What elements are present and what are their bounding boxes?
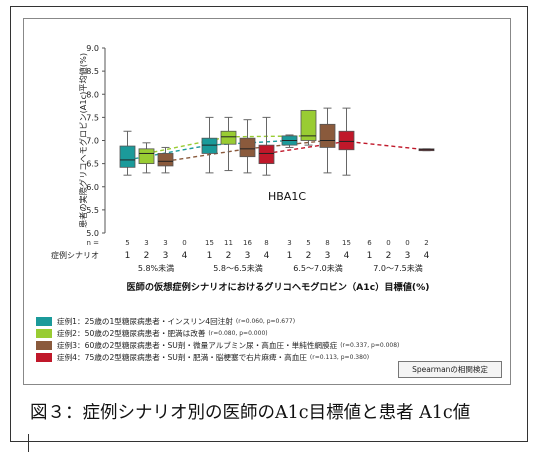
y-tick-label: 8.5 bbox=[86, 67, 99, 76]
legend: 症例1：25歳の1型糖尿病患者・インスリン4回注射 (r=0.060, p=0.… bbox=[36, 315, 496, 363]
legend-label-case2: 症例2：50歳の2型糖尿病患者・肥満は改善 bbox=[57, 328, 206, 338]
box-case4-group2 bbox=[258, 144, 275, 165]
legend-stat-case4: (r=0.113, p=0.380) bbox=[309, 353, 370, 361]
scenario-number: 4 bbox=[344, 251, 350, 261]
scenario-number: 1 bbox=[125, 251, 131, 261]
scenario-number: 3 bbox=[325, 251, 331, 261]
scenario-number: 3 bbox=[405, 251, 411, 261]
page-edge-line bbox=[28, 434, 29, 452]
scenario-number: 3 bbox=[163, 251, 169, 261]
box-case2-group2 bbox=[220, 130, 237, 145]
chart-panel bbox=[23, 18, 511, 385]
y-tick-label: 5.0 bbox=[86, 229, 99, 238]
scenario-number: 3 bbox=[245, 251, 251, 261]
n-count: 6 bbox=[367, 239, 372, 247]
chart-inner-label: HBA1C bbox=[268, 190, 306, 203]
n-count: 3 bbox=[287, 239, 291, 247]
scenario-number: 4 bbox=[182, 251, 188, 261]
box-case2-group1 bbox=[138, 148, 155, 165]
box-case3-group2 bbox=[239, 137, 256, 158]
y-axis-title: 患者の実際グリコヘモグロビン(A1c)平均値(%) bbox=[78, 53, 88, 228]
box-case3-group3 bbox=[319, 123, 336, 148]
boxplot-chart: 9.0 8.5 8.0 7.5 7.0 6.5 6.0 5.5 5.0患者の実際グリコヘモグロビ… bbox=[51, 44, 435, 293]
box-case1-group2 bbox=[201, 137, 218, 154]
legend-label-case1: 症例1：25歳の1型糖尿病患者・インスリン4回注射 bbox=[57, 316, 233, 326]
box-case4-group3 bbox=[338, 130, 355, 151]
n-count: 0 bbox=[386, 239, 390, 247]
scenario-number: 4 bbox=[424, 251, 430, 261]
legend-label-case4: 症例4：75歳の2型糖尿病患者・SU剤・肥満・脳梗塞で右片麻痺・高血圧 bbox=[57, 352, 307, 362]
box-case3-group1 bbox=[157, 153, 174, 167]
group-label: 5.8～6.5未満 bbox=[213, 263, 262, 273]
spearman-test-button[interactable]: Spearmanの相関検定 bbox=[398, 361, 502, 378]
n-count: 15 bbox=[205, 239, 214, 247]
y-tick-label: 6.5 bbox=[86, 160, 99, 169]
n-count: 5 bbox=[306, 239, 310, 247]
n-count: 11 bbox=[224, 239, 233, 247]
scenario-number: 2 bbox=[306, 251, 312, 261]
n-count: 2 bbox=[424, 239, 428, 247]
scenario-number: 1 bbox=[367, 251, 373, 261]
legend-swatch-case4 bbox=[36, 352, 52, 362]
y-tick-label: 7.0 bbox=[86, 137, 99, 146]
n-count: 8 bbox=[264, 239, 268, 247]
y-tick-label: 7.5 bbox=[86, 113, 99, 122]
scenario-number: 1 bbox=[287, 251, 293, 261]
n-count: 16 bbox=[243, 239, 252, 247]
n-row-label: n = bbox=[86, 239, 99, 247]
box-case1-group1 bbox=[119, 145, 136, 168]
trend-line-case3 bbox=[165, 139, 328, 162]
scenario-number: 4 bbox=[264, 251, 270, 261]
scenario-number: 1 bbox=[207, 251, 213, 261]
group-label: 5.8%未満 bbox=[138, 263, 174, 273]
n-count: 3 bbox=[163, 239, 167, 247]
n-count: 5 bbox=[125, 239, 129, 247]
legend-swatch-case1 bbox=[36, 316, 52, 326]
y-tick-label: 9.0 bbox=[86, 44, 99, 53]
scenario-row-label: 症例シナリオ bbox=[51, 250, 99, 260]
figure-frame bbox=[10, 6, 528, 442]
n-count: 3 bbox=[144, 239, 148, 247]
legend-stat-case2: (r=0.080, p=0.000) bbox=[208, 329, 268, 337]
y-tick-label: 5.5 bbox=[86, 206, 99, 215]
scenario-number: 2 bbox=[226, 251, 232, 261]
figure-caption: 図３：症例シナリオ別の医師のA1c目標値と患者 A1c値 bbox=[30, 403, 471, 423]
group-label: 6.5～7.0未満 bbox=[293, 263, 342, 273]
n-count: 0 bbox=[182, 239, 186, 247]
scenario-number: 2 bbox=[144, 251, 150, 261]
group-label: 7.0～7.5未満 bbox=[373, 263, 422, 273]
legend-item-case4: 症例4：75歳の2型糖尿病患者・SU剤・肥満・脳梗塞で右片麻痺・高血圧 (r=0… bbox=[36, 351, 496, 363]
legend-label-case3: 症例3：60歳の2型糖尿病患者・SU剤・微量アルブミン尿・高血圧・単純性網膜症 bbox=[57, 340, 338, 350]
trend-line-case1 bbox=[127, 139, 290, 161]
n-count: 0 bbox=[405, 239, 409, 247]
legend-stat-case1: (r=0.060, p=0.677) bbox=[235, 317, 296, 325]
legend-item-case3: 症例3：60歳の2型糖尿病患者・SU剤・微量アルブミン尿・高血圧・単純性網膜症 … bbox=[36, 339, 496, 351]
y-tick-label: 6.0 bbox=[86, 183, 99, 192]
legend-swatch-case3 bbox=[36, 340, 52, 350]
scenario-number: 2 bbox=[386, 251, 392, 261]
legend-item-case2: 症例2：50歳の2型糖尿病患者・肥満は改善 (r=0.080, p=0.000) bbox=[36, 327, 496, 339]
n-count: 15 bbox=[342, 239, 351, 247]
x-axis-title: 医師の仮想症例シナリオにおけるグリコヘモグロビン（A1c）目標値(%) bbox=[127, 281, 430, 293]
n-count: 8 bbox=[325, 239, 329, 247]
box-case2-group3 bbox=[300, 110, 317, 141]
legend-stat-case3: (r=0.337, p=0.008) bbox=[340, 341, 400, 349]
y-tick-label: 8.0 bbox=[86, 90, 99, 99]
legend-item-case1: 症例1：25歳の1型糖尿病患者・インスリン4回注射 (r=0.060, p=0.… bbox=[36, 315, 496, 327]
legend-swatch-case2 bbox=[36, 328, 52, 338]
